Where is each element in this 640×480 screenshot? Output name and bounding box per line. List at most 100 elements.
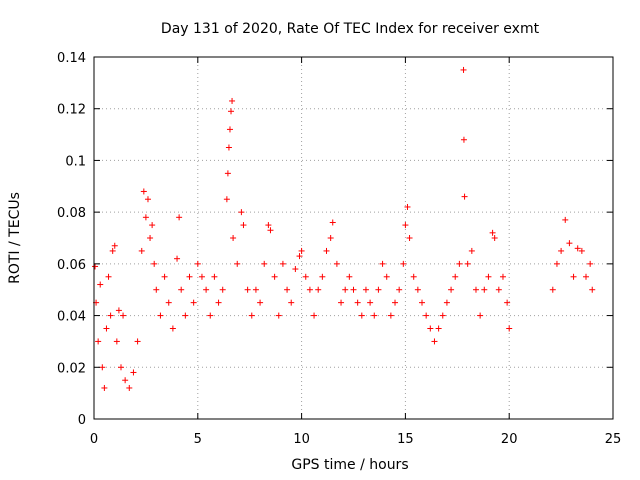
data-point — [130, 369, 137, 376]
data-point — [491, 235, 498, 241]
data-point — [174, 255, 181, 262]
data-point — [485, 273, 492, 280]
data-point — [178, 286, 185, 293]
data-point — [587, 260, 594, 267]
y-axis-label: ROTI / TECUs — [7, 192, 23, 284]
data-point — [157, 312, 164, 319]
data-point — [362, 286, 369, 293]
data-point — [194, 260, 201, 267]
data-point — [99, 364, 106, 371]
data-point — [578, 247, 585, 254]
data-point — [311, 312, 318, 319]
chart-title: Day 131 of 2020, Rate Of TEC Index for r… — [161, 21, 540, 37]
data-point — [144, 196, 151, 203]
data-point — [346, 273, 353, 280]
data-point — [439, 312, 446, 319]
data-point — [229, 97, 236, 104]
data-point — [468, 247, 475, 254]
data-point — [443, 299, 450, 306]
data-point — [292, 266, 299, 273]
data-point — [126, 384, 133, 391]
data-point — [161, 273, 168, 280]
y-tick-label: 0.1 — [65, 154, 86, 169]
data-point — [176, 214, 183, 221]
data-point — [354, 299, 361, 306]
data-point — [226, 126, 233, 133]
y-tick-label: 0 — [78, 413, 86, 428]
data-point — [558, 247, 565, 254]
data-point — [122, 377, 129, 384]
y-tick-label: 0.12 — [57, 103, 86, 118]
data-point — [230, 235, 237, 241]
data-point — [182, 312, 189, 319]
data-point — [279, 260, 286, 267]
x-tick-label: 0 — [90, 432, 98, 447]
data-point — [323, 247, 330, 254]
x-tick-label: 10 — [293, 432, 310, 447]
data-point — [387, 312, 394, 319]
grid-lines — [94, 57, 613, 419]
data-point — [97, 281, 104, 288]
data-point — [338, 299, 345, 306]
data-point — [265, 222, 272, 229]
data-point — [111, 242, 118, 249]
data-point — [371, 312, 378, 319]
y-tick-label: 0.14 — [57, 51, 86, 66]
data-point — [400, 260, 407, 267]
data-point — [271, 273, 278, 280]
data-point — [423, 312, 430, 319]
data-point — [215, 299, 222, 306]
data-point — [165, 299, 172, 306]
data-point — [566, 240, 573, 247]
data-point — [583, 273, 590, 280]
data-point — [140, 188, 147, 195]
data-point — [147, 235, 154, 241]
data-point — [589, 286, 596, 293]
data-point — [460, 66, 467, 73]
y-tick-label: 0.08 — [57, 206, 86, 221]
data-point — [149, 222, 156, 229]
data-point — [107, 312, 114, 319]
data-point — [275, 312, 282, 319]
data-point — [169, 325, 176, 332]
data-point — [461, 193, 468, 200]
data-point — [570, 273, 577, 280]
data-point — [151, 260, 158, 267]
data-point — [103, 325, 110, 332]
data-point — [472, 286, 479, 293]
data-point — [342, 286, 349, 293]
data-point — [327, 235, 334, 241]
points-layer — [92, 66, 596, 391]
data-point — [435, 325, 442, 332]
data-point — [574, 245, 581, 252]
data-point — [406, 235, 413, 241]
data-point — [302, 273, 309, 280]
data-point — [223, 196, 230, 203]
y-tick-label: 0.04 — [57, 310, 86, 325]
data-point — [448, 286, 455, 293]
y-tick-label: 0.06 — [57, 258, 86, 273]
data-point — [207, 312, 214, 319]
data-point — [153, 286, 160, 293]
data-point — [431, 338, 438, 345]
data-point — [190, 299, 197, 306]
data-point — [211, 273, 218, 280]
data-point — [427, 325, 434, 332]
data-point — [392, 299, 399, 306]
data-point — [95, 338, 102, 345]
data-point — [219, 286, 226, 293]
data-point — [267, 227, 274, 234]
data-point — [477, 312, 484, 319]
data-point — [481, 286, 488, 293]
data-point — [244, 286, 251, 293]
data-point — [120, 312, 127, 319]
data-point — [549, 286, 556, 293]
ticks-layer: 0 5 10 15 20 25 0 0.02 0.04 0.06 0.08 0.1 0.12 0.14 — [57, 51, 621, 447]
data-point — [134, 338, 141, 345]
data-point — [117, 364, 124, 371]
data-point — [142, 214, 149, 221]
data-point — [553, 260, 560, 267]
data-point — [410, 273, 417, 280]
x-tick-label: 5 — [194, 432, 202, 447]
